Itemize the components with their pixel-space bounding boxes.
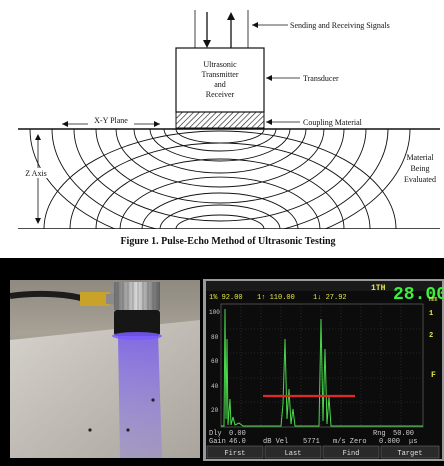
- transducer-label: Transducer: [303, 74, 339, 83]
- zero-value: 0.000: [379, 438, 400, 446]
- rng-label: Rng: [373, 430, 386, 438]
- y-tick-100: 100: [209, 309, 220, 316]
- unit-label: mm: [429, 296, 437, 304]
- material-line-3: Evaluated: [404, 175, 436, 184]
- y-tick-80: 80: [211, 334, 219, 341]
- probe-body: [114, 310, 160, 336]
- vel-label: dB Vel: [263, 438, 288, 446]
- big-reading: 28.00: [393, 285, 444, 305]
- side-label-2: 2: [429, 332, 433, 340]
- pulse-echo-diagram: Sending and Receiving Signals Ultrasonic…: [0, 0, 444, 258]
- zero-label: m/s Zero: [333, 438, 367, 446]
- side-label-f: F: [431, 371, 436, 380]
- readout-depth-up: 1↑ 110.00: [257, 294, 295, 302]
- diagram-svg: Sending and Receiving Signals Ultrasonic…: [18, 10, 440, 250]
- plot-grid: [221, 304, 423, 427]
- transducer-line-3: and: [214, 80, 226, 89]
- vel-value: 5771: [303, 438, 320, 446]
- transducer-line-2: Transmitter: [201, 70, 238, 79]
- coupling-material: [175, 111, 265, 129]
- gain-value: 46.0: [229, 438, 246, 446]
- dly-value: 0.00: [229, 430, 246, 438]
- transducer-line-1: Ultrasonic: [203, 60, 237, 69]
- probe-photo-svg: [10, 280, 200, 458]
- down-arrow-head: [203, 40, 211, 48]
- z-axis-label: Z Axis: [25, 169, 47, 178]
- transducer-line-4: Receiver: [206, 90, 235, 99]
- a-scan-trace: [221, 308, 423, 427]
- material-line-2: Being: [410, 164, 429, 173]
- soft-key-find[interactable]: Find: [343, 450, 360, 458]
- dly-label: Dly: [209, 430, 222, 438]
- xy-plane-label: X-Y Plane: [94, 116, 128, 125]
- plot-frame: [220, 303, 424, 428]
- specimen-block: [10, 320, 200, 458]
- flaw-detector-screen: 1TH 28.00 mm 1% 92.00 1↑ 110.00 1↓ 27.92…: [203, 279, 444, 461]
- material-line-1: Material: [406, 153, 434, 162]
- ultrasonic-beam-glow: [118, 332, 162, 458]
- probe-photo: [10, 280, 200, 458]
- scope-svg: 1TH 28.00 mm 1% 92.00 1↑ 110.00 1↓ 27.92…: [203, 279, 444, 461]
- coupling-label: Coupling Material: [303, 118, 363, 127]
- soft-key-last[interactable]: Last: [285, 450, 302, 458]
- figure-caption: Figure 1. Pulse-Echo Method of Ultrasoni…: [120, 236, 335, 247]
- up-arrow-head: [227, 12, 235, 20]
- gate-label: 1TH: [371, 284, 386, 293]
- soft-key-first[interactable]: First: [224, 450, 245, 458]
- rng-value: 50.00: [393, 430, 414, 438]
- signals-label: Sending and Receiving Signals: [290, 21, 390, 30]
- y-tick-20: 20: [211, 407, 219, 414]
- readout-depth-down: 1↓ 27.92: [313, 294, 347, 302]
- y-tick-40: 40: [211, 383, 219, 390]
- zero-unit: μs: [409, 438, 417, 446]
- side-label-1: 1: [429, 310, 433, 318]
- transducer-box: [175, 47, 265, 113]
- connector: [80, 292, 110, 306]
- soft-key-bar: [206, 445, 440, 459]
- soft-key-target[interactable]: Target: [397, 450, 422, 458]
- readout-amplitude: 1% 92.00: [209, 294, 243, 302]
- probe-contact-glow: [112, 332, 162, 340]
- y-tick-60: 60: [211, 358, 219, 365]
- probe-knurled-cap: [114, 282, 160, 310]
- gain-label: Gain: [209, 438, 226, 446]
